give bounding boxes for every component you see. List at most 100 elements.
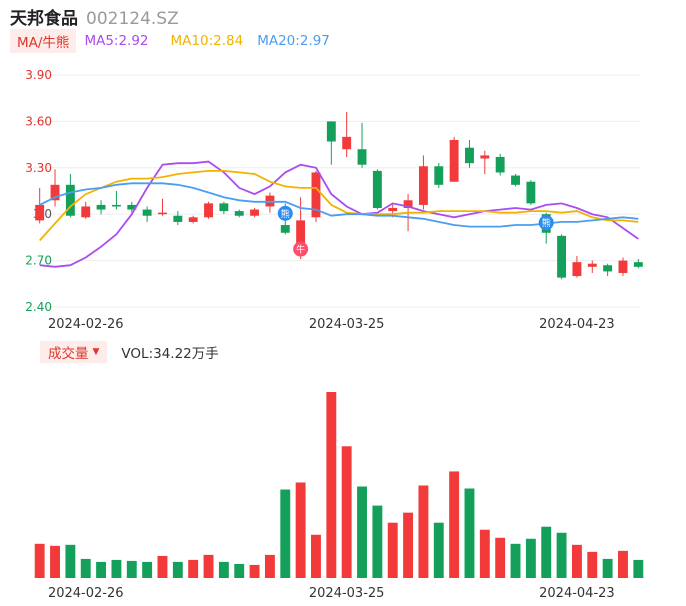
stock-code: 002124.SZ — [86, 9, 179, 29]
candle-body — [480, 155, 490, 159]
price-tick-label: 3.60 — [25, 114, 52, 128]
candle-body — [465, 147, 474, 164]
candle-body — [357, 149, 367, 165]
price-tick-label: 3.90 — [25, 68, 52, 82]
stock-name: 天邦食品 — [10, 9, 78, 29]
volume-bar — [218, 561, 229, 578]
candle-body — [158, 212, 167, 215]
candle-body — [342, 136, 352, 150]
date-tick-label: 2024-03-25 — [309, 317, 385, 332]
ma-indicator-selector[interactable]: MA/牛熊 — [10, 29, 77, 53]
price-tick-label: 3.30 — [25, 161, 52, 175]
bull-signal-icon: 牛 — [293, 241, 309, 257]
volume-bar — [571, 544, 582, 578]
candle-body — [50, 184, 60, 201]
volume-bar — [602, 558, 613, 578]
volume-bar — [403, 512, 414, 578]
volume-bar — [280, 489, 291, 578]
candle-body — [81, 206, 91, 218]
signal-marker-label: 熊 — [281, 208, 290, 220]
candle-body — [557, 235, 567, 278]
volume-bar — [96, 561, 107, 578]
stock-header: 天邦食品 002124.SZ — [10, 4, 179, 29]
candle-body — [511, 175, 520, 185]
candle-body — [296, 220, 306, 244]
volume-date-tick-label: 2024-03-25 — [309, 586, 385, 601]
volume-bar — [479, 529, 490, 578]
volume-bar — [541, 526, 552, 578]
candle-body — [572, 262, 582, 277]
volume-bar — [65, 544, 76, 578]
candle-body — [618, 260, 628, 273]
volume-bar — [50, 545, 60, 578]
candle-body — [326, 121, 336, 142]
volume-legend: 成交量 ▼ VOL:34.22万手 — [40, 341, 219, 363]
volume-bar — [264, 554, 275, 578]
volume-value: VOL:34.22万手 — [121, 346, 219, 362]
candle-body — [418, 166, 428, 205]
volume-bar — [295, 482, 306, 578]
candle-body — [311, 172, 321, 218]
candle-body — [65, 184, 75, 216]
ma10-legend: MA10:2.84 — [170, 33, 244, 49]
candle-body — [35, 204, 45, 221]
candle-body — [127, 204, 137, 210]
volume-bar — [464, 488, 475, 578]
date-tick-label: 2024-04-23 — [539, 317, 615, 332]
candle-body — [434, 166, 444, 185]
volume-date-tick-label: 2024-02-26 — [48, 586, 124, 601]
volume-bar — [249, 564, 260, 578]
candle-body — [403, 200, 413, 209]
bear-signal-icon: 熊 — [277, 205, 293, 221]
candle-body — [96, 204, 106, 210]
volume-bar — [172, 561, 183, 578]
volume-bar — [188, 559, 199, 578]
signal-marker-dot — [277, 205, 293, 221]
candle-body — [495, 156, 505, 173]
candle-body — [204, 203, 213, 218]
volume-bar — [387, 522, 398, 578]
candle-body — [250, 209, 260, 216]
volume-bar — [587, 551, 598, 578]
signal-marker-dot — [293, 241, 309, 257]
candle-body — [219, 203, 229, 212]
price-tick-label: 2.70 — [25, 254, 52, 268]
volume-bar — [495, 537, 506, 578]
signal-marker-label: 牛 — [296, 244, 305, 256]
candle-body — [280, 225, 290, 233]
volume-bar — [618, 550, 628, 578]
candle-body — [372, 170, 382, 209]
ma-legend: MA/牛熊 MA5:2.92 MA10:2.84 MA20:2.97 — [10, 29, 330, 53]
volume-bar — [510, 543, 521, 578]
volume-bar — [34, 543, 45, 578]
signal-marker-label: 熊 — [542, 217, 551, 229]
candle-body — [449, 139, 459, 182]
volume-bar — [326, 392, 337, 578]
candle-body — [188, 217, 198, 222]
volume-bar — [341, 446, 352, 578]
candle-body — [526, 181, 536, 204]
volume-bar — [126, 560, 137, 578]
ma5-line — [39, 160, 639, 268]
bear-signal-icon: 熊 — [538, 215, 554, 231]
volume-bar — [433, 522, 444, 578]
volume-bar — [157, 555, 168, 578]
price-tick-label: 2.40 — [25, 300, 52, 314]
ma20-legend: MA20:2.97 — [257, 33, 330, 49]
candle-body — [142, 209, 152, 216]
candle-body — [173, 215, 183, 222]
volume-indicator-selector[interactable]: 成交量 ▼ — [40, 341, 108, 363]
candle-body — [234, 211, 244, 216]
volume-bar — [234, 563, 245, 578]
volume-date-tick-label: 2024-04-23 — [539, 586, 615, 601]
volume-bar — [80, 558, 91, 578]
volume-bar — [418, 485, 429, 578]
volume-bar — [372, 505, 383, 578]
ma20-line — [39, 182, 639, 228]
volume-bar — [311, 534, 321, 578]
volume-bar — [111, 559, 122, 578]
date-tick-label: 2024-02-26 — [48, 317, 124, 332]
ma5-legend: MA5:2.92 — [84, 33, 149, 49]
volume-bar — [357, 486, 367, 578]
